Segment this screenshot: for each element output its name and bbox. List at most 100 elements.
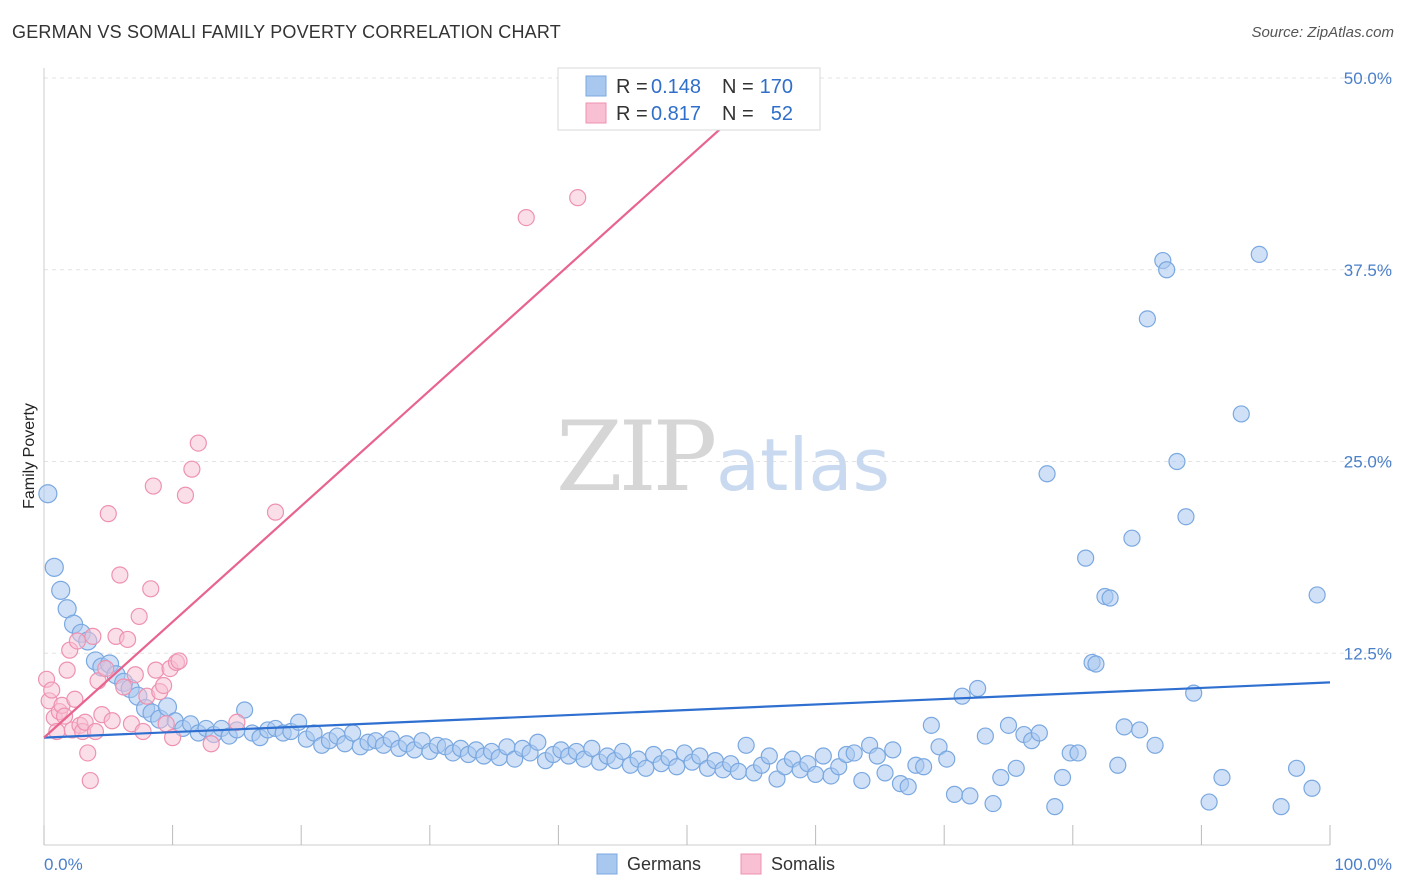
german-point bbox=[945, 785, 964, 803]
german-point bbox=[1250, 245, 1268, 264]
german-point bbox=[637, 759, 655, 777]
series-legend-swatch-somalis bbox=[740, 853, 762, 875]
german-point bbox=[899, 778, 917, 796]
y-tick-label: 37.5% bbox=[1344, 261, 1392, 280]
y-tick-labels: 12.5% 25.0% 37.5% 50.0% bbox=[1344, 69, 1392, 663]
legend-r-label-germans: R = bbox=[616, 76, 648, 98]
somali-point bbox=[81, 771, 99, 790]
correlation-legend: R = 0.148 N = 170 R = 0.817 N = 52 bbox=[557, 67, 821, 131]
german-point bbox=[1077, 549, 1095, 567]
somali-point bbox=[147, 661, 165, 679]
somali-point bbox=[97, 659, 115, 678]
somali-point bbox=[118, 630, 137, 649]
german-point bbox=[38, 484, 58, 504]
german-point bbox=[1087, 655, 1105, 673]
german-point bbox=[884, 741, 902, 759]
series-legend: Germans Somalis bbox=[596, 853, 835, 875]
somali-point bbox=[43, 681, 61, 699]
y-tick-label: 25.0% bbox=[1344, 453, 1392, 472]
germans-trend-line bbox=[43, 681, 1331, 739]
somali-point bbox=[86, 722, 105, 741]
legend-n-value-germans: 170 bbox=[760, 76, 793, 98]
legend-n-value-somalis: 52 bbox=[771, 103, 793, 125]
gridlines bbox=[44, 77, 1395, 654]
x-tick-label-min: 0.0% bbox=[44, 855, 83, 874]
german-point bbox=[691, 747, 709, 765]
german-point bbox=[868, 747, 886, 765]
german-point bbox=[1101, 589, 1119, 607]
german-point bbox=[737, 736, 755, 754]
german-point bbox=[984, 794, 1002, 813]
german-point bbox=[1030, 724, 1048, 742]
legend-r-label-somalis: R = bbox=[616, 103, 648, 125]
german-point bbox=[814, 747, 832, 765]
german-point bbox=[1138, 310, 1156, 328]
somalis-trend-line bbox=[43, 100, 753, 739]
somali-point bbox=[66, 690, 84, 708]
somali-point bbox=[170, 652, 188, 670]
somali-point bbox=[115, 678, 133, 696]
somali-point bbox=[189, 434, 207, 452]
german-point bbox=[1007, 759, 1025, 777]
german-point bbox=[922, 716, 940, 734]
german-point bbox=[1232, 405, 1250, 423]
german-point bbox=[668, 758, 686, 776]
somali-point bbox=[126, 666, 144, 684]
german-point bbox=[969, 679, 987, 698]
german-point bbox=[760, 747, 778, 765]
german-point bbox=[1168, 452, 1186, 471]
german-point bbox=[1053, 768, 1072, 787]
somali-point bbox=[111, 566, 129, 584]
german-point bbox=[930, 738, 948, 756]
somali-point bbox=[142, 580, 160, 598]
series-legend-label-germans: Germans bbox=[627, 854, 701, 874]
german-point bbox=[830, 758, 848, 776]
somali-point bbox=[79, 744, 97, 762]
watermark-atlas: atlas bbox=[716, 423, 890, 507]
somali-point bbox=[202, 735, 220, 753]
somalis-points bbox=[37, 189, 587, 790]
somali-point bbox=[266, 503, 285, 521]
german-point bbox=[1123, 529, 1141, 547]
german-point bbox=[51, 580, 71, 600]
german-point bbox=[583, 739, 601, 757]
somali-point bbox=[569, 189, 587, 207]
german-point bbox=[976, 727, 994, 745]
german-point bbox=[992, 768, 1010, 787]
series-legend-swatch-germans bbox=[596, 853, 618, 875]
german-point bbox=[1308, 586, 1326, 604]
german-point bbox=[961, 787, 979, 805]
german-point bbox=[529, 733, 547, 751]
y-tick-label: 12.5% bbox=[1344, 644, 1392, 663]
somali-point bbox=[228, 713, 246, 731]
german-point bbox=[768, 770, 786, 788]
watermark: ZIP atlas bbox=[556, 401, 890, 513]
legend-r-value-somalis: 0.817 bbox=[651, 103, 701, 125]
german-point bbox=[953, 687, 971, 705]
y-tick-label: 50.0% bbox=[1344, 69, 1392, 88]
german-point bbox=[1158, 261, 1176, 279]
german-point bbox=[1069, 744, 1087, 762]
german-point bbox=[1303, 779, 1321, 797]
german-point bbox=[915, 758, 933, 776]
german-point bbox=[1115, 718, 1133, 736]
legend-swatch-somalis bbox=[585, 102, 607, 124]
somali-point bbox=[154, 676, 173, 695]
german-point bbox=[1146, 736, 1164, 754]
legend-n-label-somalis: N = bbox=[722, 103, 754, 125]
somali-point bbox=[99, 505, 117, 523]
trend-lines bbox=[43, 100, 1331, 739]
german-point bbox=[236, 701, 254, 719]
german-point bbox=[853, 771, 871, 790]
source-credit: Source: ZipAtlas.com bbox=[1251, 24, 1394, 41]
somali-point bbox=[130, 607, 148, 626]
german-point bbox=[1109, 756, 1127, 774]
german-point bbox=[1213, 768, 1231, 787]
somali-point bbox=[68, 632, 87, 650]
german-point bbox=[729, 762, 748, 780]
german-point bbox=[1046, 798, 1064, 816]
somali-point bbox=[183, 460, 201, 478]
legend-swatch-germans bbox=[585, 75, 607, 97]
somali-point bbox=[58, 661, 76, 679]
